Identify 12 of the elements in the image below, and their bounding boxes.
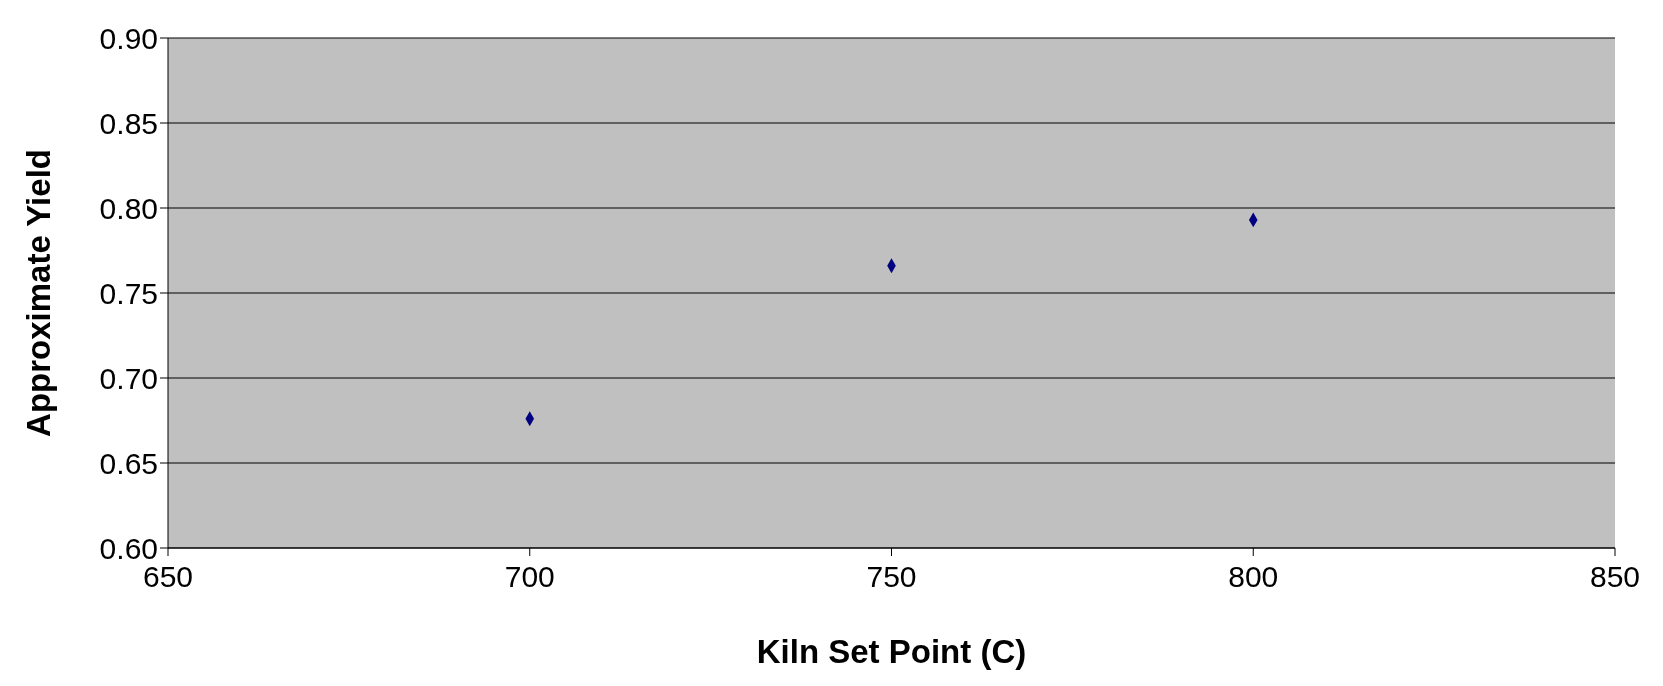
x-tick-label: 850 (1589, 560, 1641, 594)
x-axis-title: Kiln Set Point (C) (756, 633, 1027, 670)
x-tick-label: 750 (866, 560, 917, 594)
y-axis-title: Approximate Yield (19, 149, 57, 437)
x-tick-label: 700 (504, 560, 555, 594)
y-tick-label: 0.90 (99, 21, 158, 55)
y-tick-label: 0.65 (99, 446, 158, 480)
x-tick-label: 800 (1228, 560, 1279, 594)
y-tick-label: 0.80 (99, 191, 158, 225)
y-tick-label: 0.85 (99, 106, 158, 140)
y-tick-label: 0.75 (99, 276, 158, 310)
y-tick-label: 0.70 (99, 361, 158, 395)
